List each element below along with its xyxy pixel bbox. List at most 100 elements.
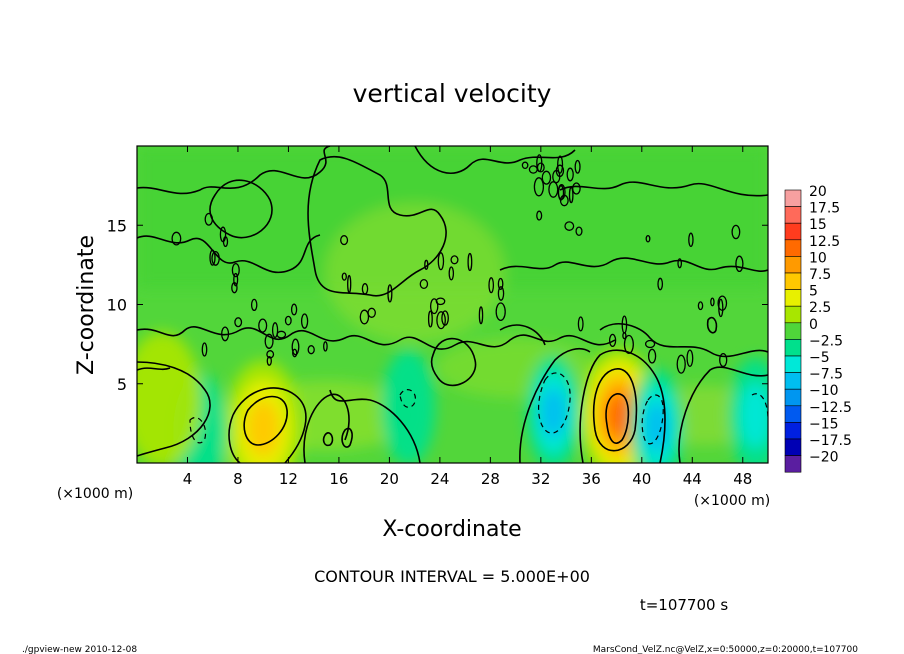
colorbar-label: 20 [809, 184, 827, 200]
contour-cell [548, 181, 559, 198]
contour-cell [478, 306, 484, 325]
colorbar-label: 17.5 [809, 201, 840, 217]
x-tick-label: 40 [632, 470, 651, 488]
colorbar-swatch [784, 222, 802, 241]
colorbar-label: −17.5 [809, 433, 852, 449]
contour-cell [222, 236, 229, 248]
x-tick-label: 8 [233, 470, 243, 488]
contour-cell [427, 310, 433, 328]
contour-cell [621, 315, 628, 334]
contour-cell [676, 354, 686, 374]
contour-cell [250, 298, 258, 312]
colorbar-swatch [784, 289, 802, 307]
contour-cell [688, 232, 694, 248]
contour-cell [710, 297, 715, 307]
contour-cell [291, 338, 300, 356]
contour-cell [387, 284, 393, 303]
contour-cell [731, 224, 741, 240]
contour-cell [231, 262, 240, 278]
contour-line [499, 257, 768, 272]
field-cell [541, 387, 566, 437]
x-tick-label: 28 [481, 470, 500, 488]
contour-cell [657, 277, 664, 291]
colorbar-swatch [784, 239, 802, 257]
contour-cell [564, 221, 575, 231]
contour-line [519, 348, 591, 463]
field-cell [739, 382, 768, 449]
contour-cell [211, 250, 220, 266]
colorbar-label: −2.5 [809, 333, 843, 349]
contour-cell [231, 282, 238, 294]
contour-line [414, 146, 576, 174]
contour-cell [697, 301, 704, 311]
contour-interval: CONTOUR INTERVAL = 5.000E+00 [314, 567, 590, 586]
contour-cell [448, 266, 455, 281]
colorbar-label: −10 [809, 383, 839, 399]
y-tick-label: 15 [107, 216, 127, 235]
colorbar-swatch [784, 355, 802, 373]
velocity-field [137, 146, 768, 463]
contour-line [137, 367, 171, 371]
contour-cell [495, 302, 506, 322]
x-tick-label: 48 [733, 470, 752, 488]
contour-line [243, 395, 288, 446]
colorbar: 2017.51512.5107.552.50−2.5−5−7.5−10−12.5… [784, 184, 852, 473]
contour-line [137, 146, 331, 195]
contour-cell [644, 339, 656, 349]
colorbar-label: 12.5 [809, 234, 840, 250]
colorbar-swatch [784, 388, 802, 407]
contour-cell [645, 234, 651, 243]
contour-cell [497, 277, 504, 290]
colorbar-swatch [784, 272, 802, 290]
contour-cell [557, 185, 565, 201]
contour-line [599, 323, 768, 358]
contour-cell [292, 348, 298, 358]
contour-cell [419, 278, 429, 290]
colorbar-label: −12.5 [809, 400, 852, 416]
contour-line [678, 366, 768, 463]
contour-cell [536, 210, 543, 221]
contour-cell [467, 252, 473, 272]
colorbar-swatch [784, 206, 802, 224]
y-axis: 5 10 15 [107, 216, 768, 394]
contour-cell [234, 317, 243, 328]
contour-cell [608, 333, 617, 348]
contour-cell [568, 186, 574, 204]
colorbar-swatch [784, 455, 802, 473]
contour-cell [533, 177, 545, 197]
colorbar-swatch [784, 372, 802, 390]
contour-line [329, 389, 421, 463]
contour-cell [450, 255, 459, 265]
y-axis-label: Z-coordinate [74, 235, 99, 375]
contour-line [137, 361, 211, 457]
x-tick-label: 12 [279, 470, 298, 488]
contour-line [559, 181, 768, 197]
contour-cell [718, 298, 724, 318]
contour-cell [233, 272, 239, 287]
colorbar-swatch [784, 339, 802, 357]
contour-cell [221, 326, 230, 342]
contour-line [303, 393, 350, 463]
x-unit-right: (×1000 m) [694, 493, 770, 509]
contour-line [137, 326, 616, 350]
contour-cell [541, 170, 552, 185]
contour-cell [577, 316, 584, 332]
contour-line [706, 316, 718, 334]
colorbar-swatch [784, 422, 802, 440]
colorbar-label: 5 [809, 284, 818, 300]
contour-line [605, 393, 630, 444]
contour-cell [266, 355, 272, 366]
colorbar-label: 7.5 [809, 267, 831, 283]
contour-line [592, 368, 638, 452]
small-contour-cells [171, 154, 744, 374]
colorbar-label: 2.5 [809, 300, 831, 316]
field-cell [607, 395, 631, 436]
contour-cell [340, 235, 349, 246]
contour-cell [347, 274, 352, 294]
contour-cell [735, 255, 744, 273]
contour-line [579, 349, 666, 463]
chart-title: vertical velocity [353, 79, 552, 108]
contour-lines [137, 146, 768, 463]
field-cell [137, 331, 202, 463]
field-cell [246, 400, 280, 457]
